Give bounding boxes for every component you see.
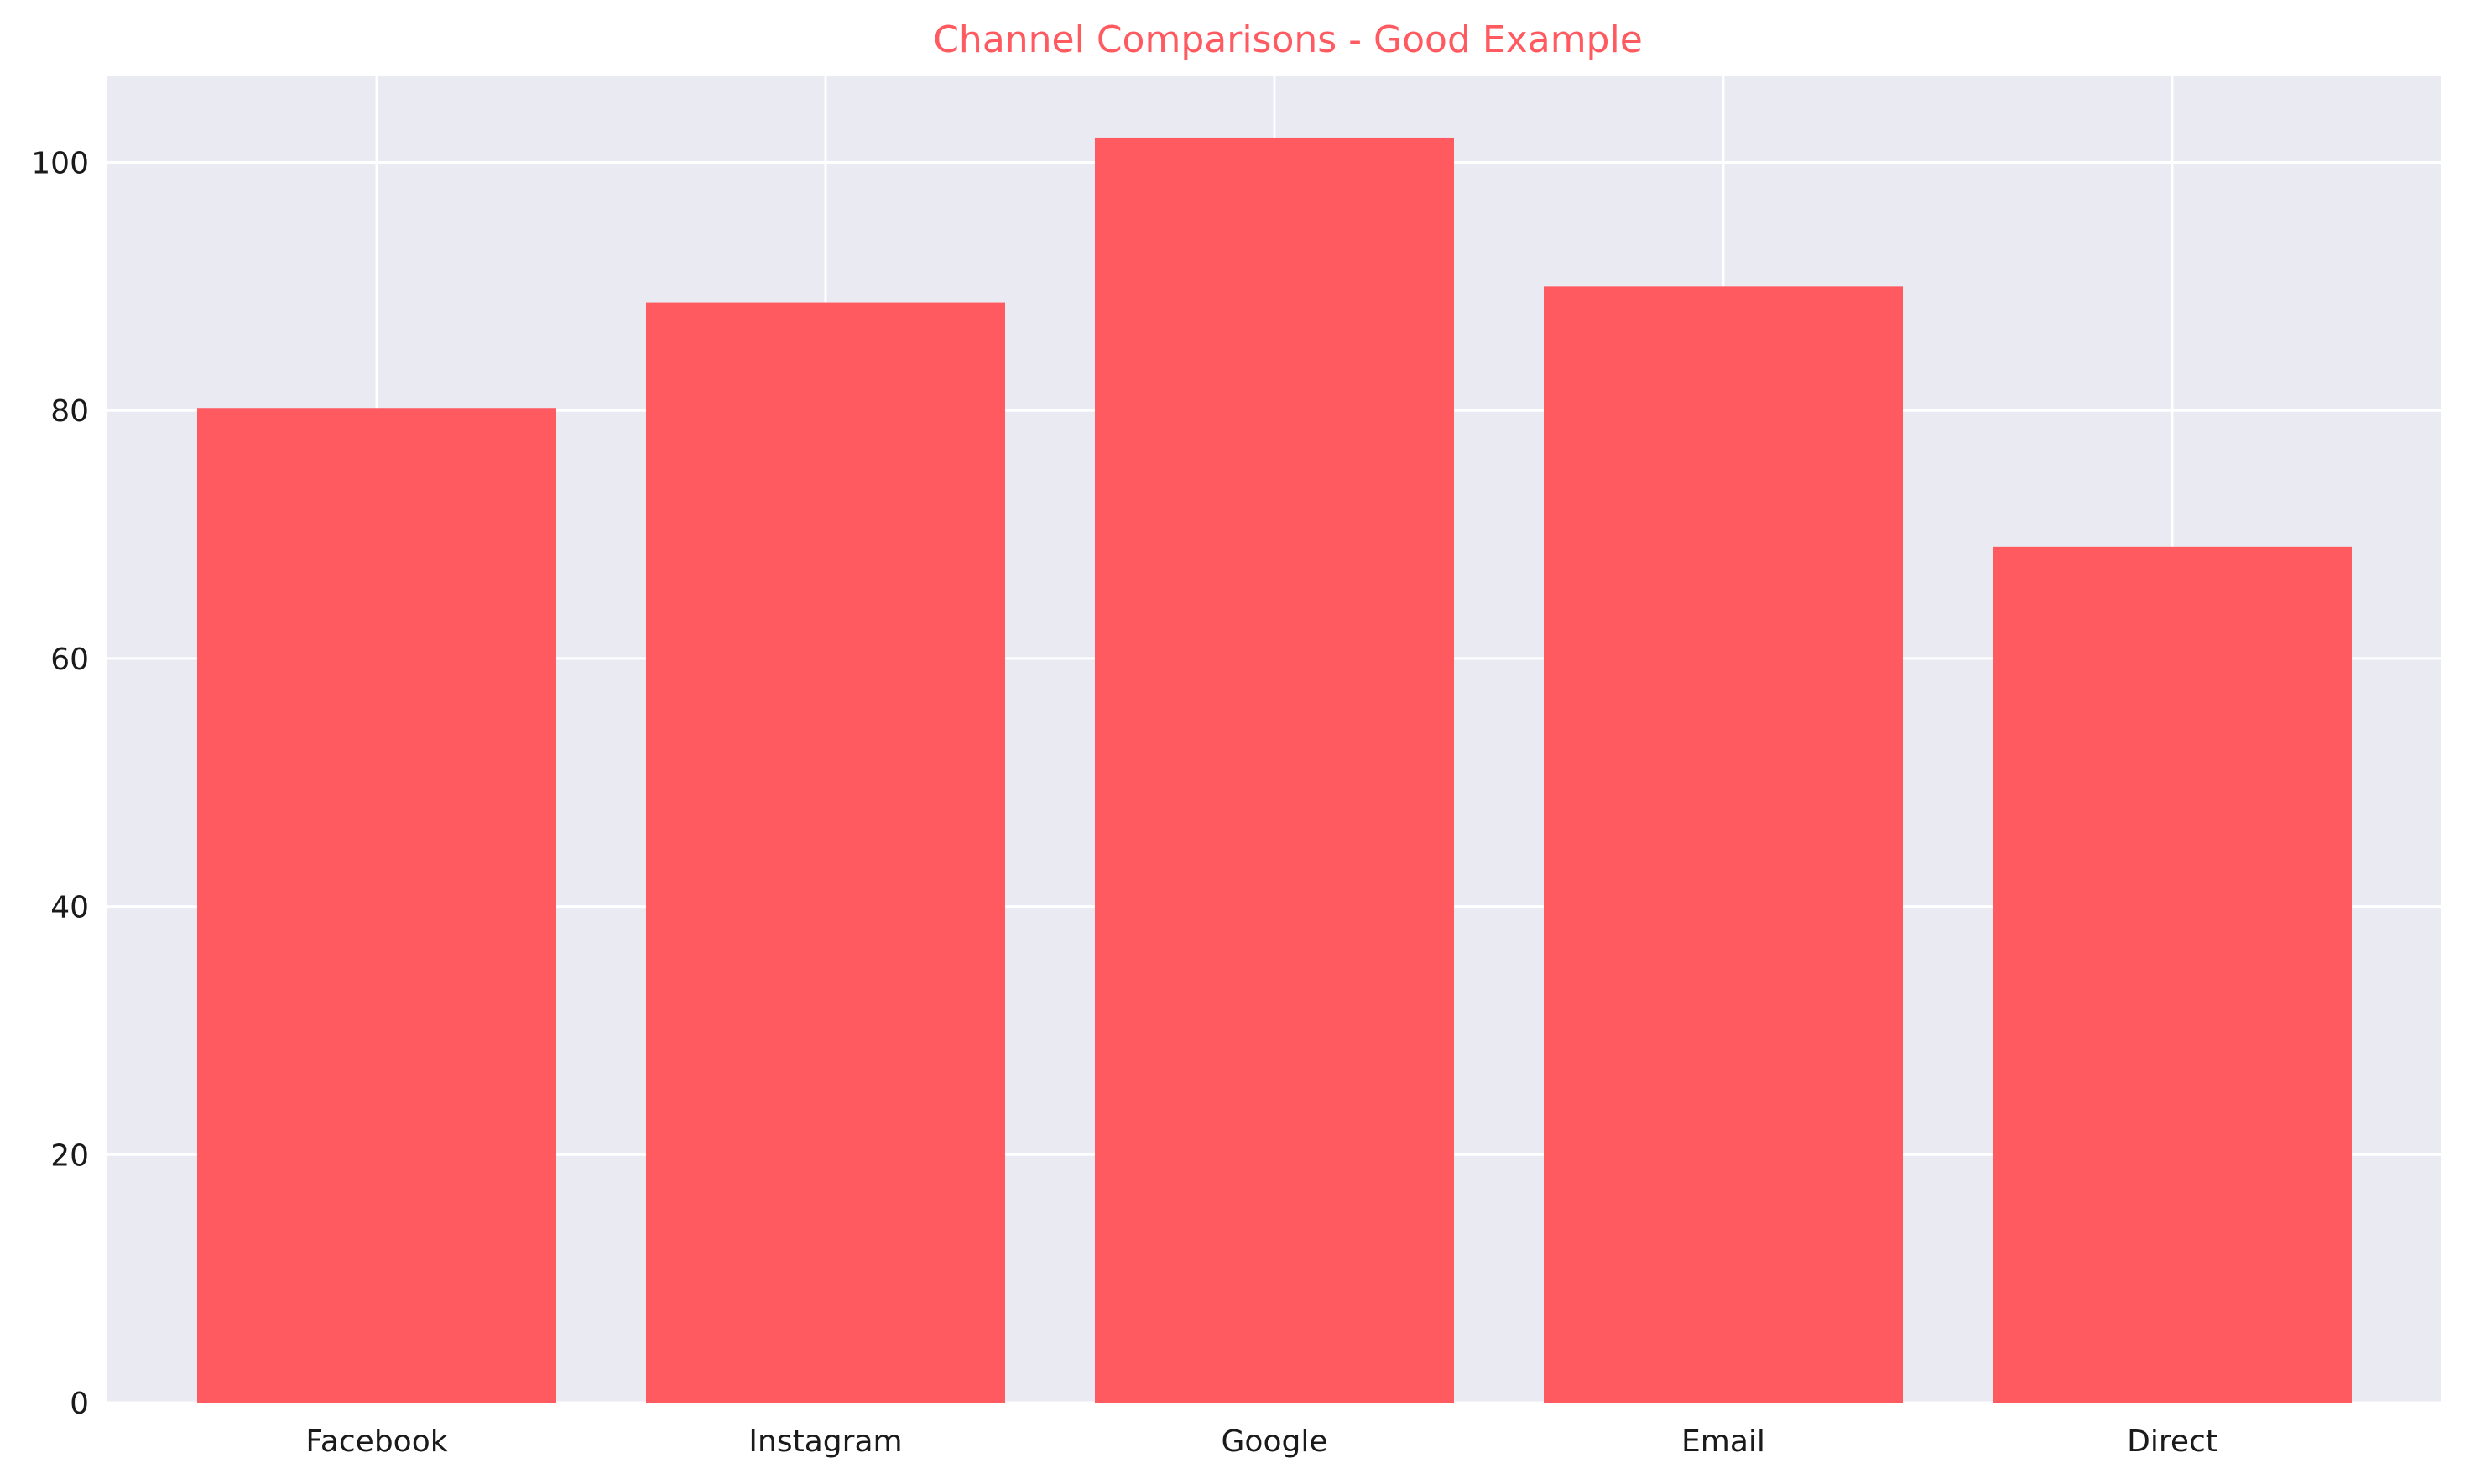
bar-google: [1095, 137, 1454, 1403]
y-tick-label: 40: [50, 891, 89, 925]
y-tick-label: 60: [50, 643, 89, 677]
x-tick-label: Google: [1222, 1424, 1328, 1459]
x-tick-label: Direct: [2127, 1424, 2217, 1459]
chart-title: Channel Comparisons - Good Example: [933, 18, 1643, 61]
x-axis-ticks: Facebook Instagram Google Email Direct: [305, 1424, 2217, 1459]
y-tick-label: 100: [31, 146, 89, 180]
y-tick-label: 20: [50, 1138, 89, 1173]
bar-facebook: [197, 408, 556, 1403]
x-tick-label: Facebook: [305, 1424, 447, 1459]
y-tick-label: 80: [50, 394, 89, 429]
x-tick-label: Email: [1681, 1424, 1765, 1459]
bar-direct: [1993, 546, 2352, 1403]
y-axis-ticks: 0 20 40 60 80 100: [31, 146, 89, 1421]
bar-email: [1544, 286, 1903, 1403]
x-tick-label: Instagram: [748, 1424, 902, 1459]
bar-instagram: [646, 302, 1005, 1403]
bars: [197, 137, 2352, 1403]
y-tick-label: 0: [70, 1387, 89, 1421]
